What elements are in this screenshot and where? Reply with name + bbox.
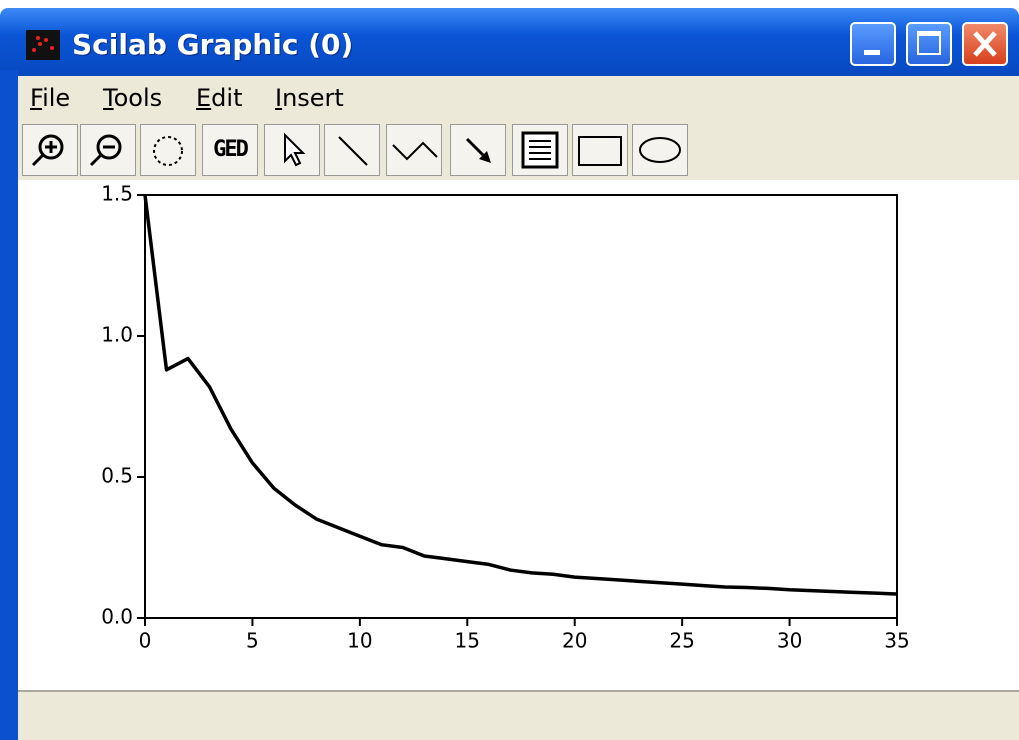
x-tick-label: 20 (562, 629, 587, 653)
x-tick-label: 10 (347, 629, 372, 653)
y-tick-label: 1.0 (101, 323, 133, 347)
x-tick-label: 25 (669, 629, 694, 653)
scilab-window: Scilab Graphic (0) File Tools Edit Inser… (0, 0, 1019, 740)
x-tick-label: 35 (884, 629, 909, 653)
data-line (145, 195, 897, 594)
plot-frame (145, 195, 897, 618)
x-tick-label: 0 (139, 629, 152, 653)
plot: 0.0 0.5 1.0 1.5 0 5 10 15 20 25 30 35 (0, 0, 1019, 740)
y-tick-label: 0.0 (101, 605, 133, 629)
y-tick-label: 0.5 (101, 464, 133, 488)
y-tick-label: 1.5 (101, 182, 133, 206)
x-tick-label: 30 (777, 629, 802, 653)
x-tick-label: 15 (455, 629, 480, 653)
x-tick-label: 5 (246, 629, 259, 653)
